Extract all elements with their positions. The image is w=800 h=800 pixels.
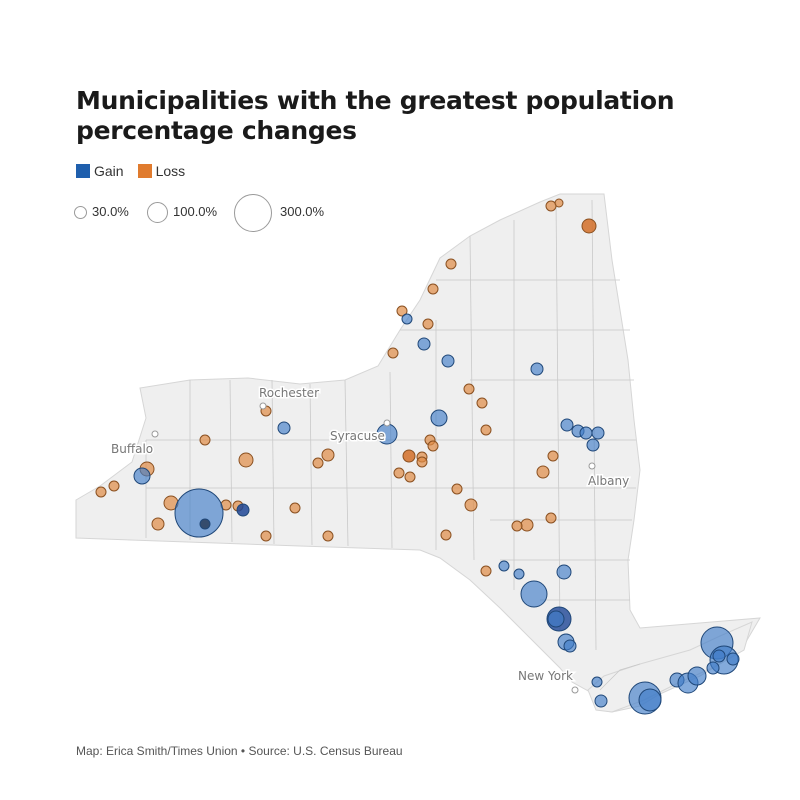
gain-marker[interactable]	[401, 313, 413, 325]
legend-loss-label: Loss	[155, 163, 186, 179]
size-circle-small	[74, 206, 87, 219]
loss-marker[interactable]	[151, 517, 165, 531]
gain-markers	[133, 313, 740, 715]
loss-marker[interactable]	[554, 198, 564, 208]
loss-marker[interactable]	[387, 347, 399, 359]
loss-marker[interactable]	[422, 318, 434, 330]
gain-marker[interactable]	[547, 610, 565, 628]
gain-marker[interactable]	[199, 518, 211, 530]
gain-marker[interactable]	[563, 639, 577, 653]
city-dot-rochester	[259, 402, 267, 410]
legend-loss: Loss	[137, 163, 186, 179]
loss-marker[interactable]	[321, 448, 335, 462]
size-label-small: 30.0%	[92, 204, 129, 219]
loss-marker[interactable]	[464, 498, 478, 512]
gain-marker[interactable]	[430, 409, 448, 427]
loss-marker[interactable]	[404, 471, 416, 483]
gain-marker[interactable]	[586, 438, 600, 452]
gain-marker[interactable]	[591, 426, 605, 440]
loss-marker[interactable]	[199, 434, 211, 446]
loss-marker[interactable]	[536, 465, 550, 479]
loss-marker[interactable]	[545, 200, 557, 212]
loss-swatch	[137, 164, 152, 178]
loss-marker[interactable]	[393, 467, 405, 479]
city-label-buffalo: Buffalo	[111, 442, 153, 456]
gain-marker[interactable]	[520, 580, 548, 608]
city-dot-buffalo	[151, 430, 159, 438]
city-dots	[151, 402, 596, 694]
city-label-albany: Albany	[588, 474, 629, 488]
loss-marker[interactable]	[416, 456, 428, 468]
legend-gain-label: Gain	[94, 163, 124, 179]
city-label-newyork: New York	[518, 669, 573, 683]
gain-marker[interactable]	[236, 503, 250, 517]
size-legend: 30.0% 100.0% 300.0%	[74, 194, 374, 234]
loss-marker[interactable]	[312, 457, 324, 469]
size-label-large: 300.0%	[280, 204, 325, 219]
gain-marker[interactable]	[498, 560, 510, 572]
gain-marker[interactable]	[706, 661, 720, 675]
gain-marker[interactable]	[591, 676, 603, 688]
size-circle-medium	[147, 202, 168, 223]
loss-marker[interactable]	[238, 452, 254, 468]
gain-marker[interactable]	[594, 694, 608, 708]
gain-marker[interactable]	[726, 652, 740, 666]
gain-marker[interactable]	[277, 421, 291, 435]
size-label-medium: 100.0%	[173, 204, 218, 219]
loss-marker[interactable]	[520, 518, 534, 532]
loss-marker[interactable]	[440, 529, 452, 541]
gain-marker[interactable]	[441, 354, 455, 368]
loss-marker[interactable]	[445, 258, 457, 270]
loss-marker[interactable]	[402, 449, 416, 463]
loss-marker[interactable]	[427, 440, 439, 452]
color-legend: Gain Loss	[76, 163, 185, 179]
loss-marker[interactable]	[95, 486, 107, 498]
legend-gain: Gain	[76, 163, 124, 179]
gain-marker[interactable]	[530, 362, 544, 376]
size-circle-large	[234, 194, 272, 232]
loss-marker[interactable]	[476, 397, 488, 409]
loss-marker[interactable]	[289, 502, 301, 514]
loss-marker[interactable]	[547, 450, 559, 462]
gain-marker[interactable]	[174, 488, 224, 538]
loss-marker[interactable]	[260, 530, 272, 542]
gain-marker[interactable]	[687, 666, 707, 686]
city-dot-albany	[588, 462, 596, 470]
gain-marker[interactable]	[712, 649, 726, 663]
map-credit: Map: Erica Smith/Times Union • Source: U…	[76, 744, 403, 758]
city-label-rochester: Rochester	[259, 386, 319, 400]
city-label-syracuse: Syracuse	[330, 429, 385, 443]
loss-marker[interactable]	[396, 305, 408, 317]
loss-marker[interactable]	[108, 480, 120, 492]
loss-marker[interactable]	[451, 483, 463, 495]
loss-marker[interactable]	[463, 383, 475, 395]
loss-marker[interactable]	[427, 283, 439, 295]
loss-marker[interactable]	[322, 530, 334, 542]
city-dot-newyork	[571, 686, 579, 694]
state-outline	[75, 193, 761, 713]
gain-marker[interactable]	[513, 568, 525, 580]
gain-marker[interactable]	[638, 688, 662, 712]
loss-marker[interactable]	[581, 218, 597, 234]
gain-marker[interactable]	[560, 418, 574, 432]
gain-marker[interactable]	[133, 467, 151, 485]
loss-marker[interactable]	[511, 520, 523, 532]
map-title: Municipalities with the greatest populat…	[76, 86, 675, 145]
gain-marker[interactable]	[417, 337, 431, 351]
gain-marker[interactable]	[579, 426, 593, 440]
city-dot-syracuse	[383, 419, 391, 427]
loss-marker[interactable]	[480, 424, 492, 436]
loss-marker[interactable]	[545, 512, 557, 524]
gain-marker[interactable]	[556, 564, 572, 580]
loss-marker[interactable]	[480, 565, 492, 577]
gain-swatch	[76, 164, 90, 178]
